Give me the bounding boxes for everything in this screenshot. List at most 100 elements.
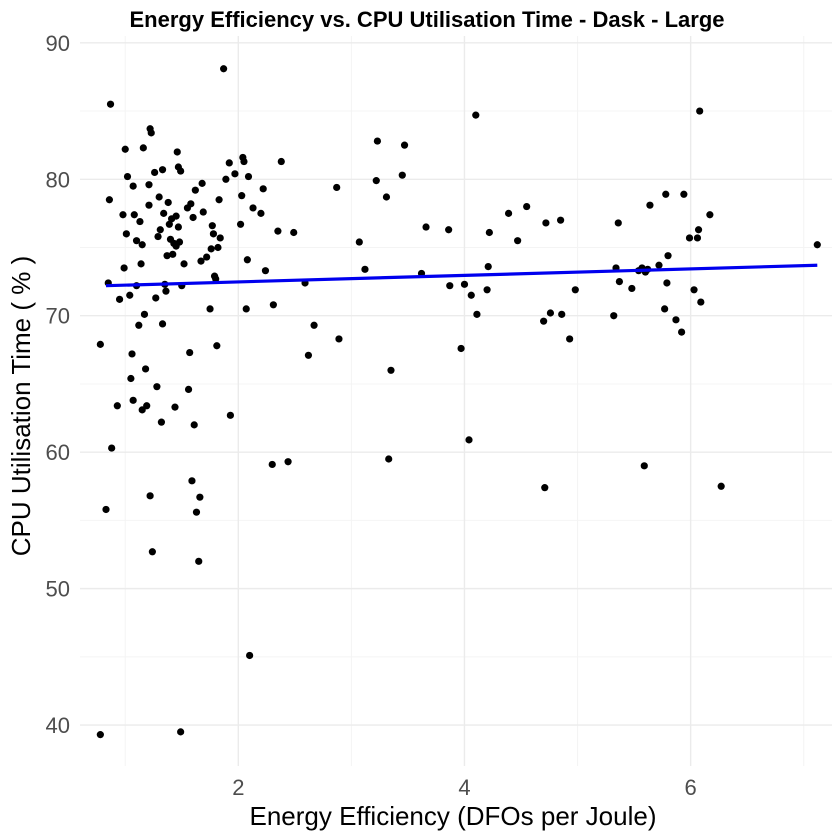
data-point [214,243,222,252]
data-point [484,262,492,271]
data-point [184,385,193,394]
data-point [108,444,116,452]
data-point [236,220,245,228]
x-axis-tick-labels: 2 4 6 [232,775,697,800]
data-point [105,196,114,204]
data-point [187,200,195,208]
data-point [155,193,163,201]
data-point [523,202,531,211]
data-point [128,350,136,358]
data-point [690,286,698,294]
major-gridlines [80,36,832,766]
data-point [209,230,218,238]
data-point [206,305,214,313]
data-point [191,186,199,194]
data-point [141,365,150,373]
data-point [198,179,206,187]
data-point [171,403,179,411]
data-point [215,196,223,204]
chart-title: Energy Efficiency vs. CPU Utilisation Ti… [130,7,725,32]
data-point [113,402,121,410]
data-point [226,411,234,419]
data-point [96,340,104,348]
data-point [697,298,705,306]
data-point [566,335,574,343]
data-point [685,234,694,242]
data-point [663,279,671,287]
data-point [244,172,253,181]
data-point [129,182,137,190]
data-point [163,252,171,260]
data-point [655,261,663,269]
trend-line-group [105,263,818,288]
data-point [372,177,380,185]
data-point [136,217,144,226]
data-point [664,252,672,260]
data-point [146,492,154,500]
x-axis-title: Energy Efficiency (DFOs per Joule) [250,801,657,831]
data-point [457,344,465,353]
data-point [249,204,257,212]
data-point [129,396,137,404]
data-point [199,208,207,216]
data-point [558,310,566,318]
data-point [483,286,491,294]
data-point [175,238,184,246]
data-point [610,312,618,320]
data-point [186,348,194,357]
data-point [145,201,153,209]
data-point [473,310,481,318]
data-point [541,484,549,492]
data-point [446,282,454,290]
data-point [154,232,162,241]
data-point [123,172,132,181]
data-point [195,557,203,565]
data-point [238,192,246,200]
x-tick-label: 6 [685,775,697,800]
data-point [96,731,104,739]
data-point [398,171,406,179]
data-point [126,291,134,299]
minor-gridlines [80,36,832,766]
data-point [106,100,115,108]
data-point [694,226,703,234]
data-point [261,267,270,275]
data-point [693,234,702,242]
data-point [177,167,185,175]
data-point [257,209,265,217]
data-point [148,548,156,556]
data-point [140,310,149,318]
data-point [121,145,129,153]
data-point [504,209,513,217]
data-point [706,211,714,219]
data-point [222,175,230,183]
data-point [120,264,128,272]
data-point [190,421,198,429]
data-point [274,227,282,235]
y-tick-label: 70 [46,304,70,329]
data-point [557,216,565,224]
data-point [208,222,216,230]
data-point [135,321,143,329]
data-point [259,185,267,193]
data-point [156,226,164,234]
data-point [139,144,147,152]
data-point [571,286,579,294]
data-point [422,223,430,231]
data-point [169,250,177,258]
data-point [284,458,292,466]
data-point [220,65,228,73]
data-point [174,223,182,231]
data-point [119,211,127,219]
data-point [268,460,276,469]
data-point [160,209,168,217]
data-point [158,166,167,174]
data-point [231,170,239,178]
data-point [197,257,205,265]
x-tick-label: 4 [458,775,470,800]
data-point [615,278,624,286]
data-point [678,328,686,336]
data-point [246,651,254,660]
data-point [646,201,654,209]
